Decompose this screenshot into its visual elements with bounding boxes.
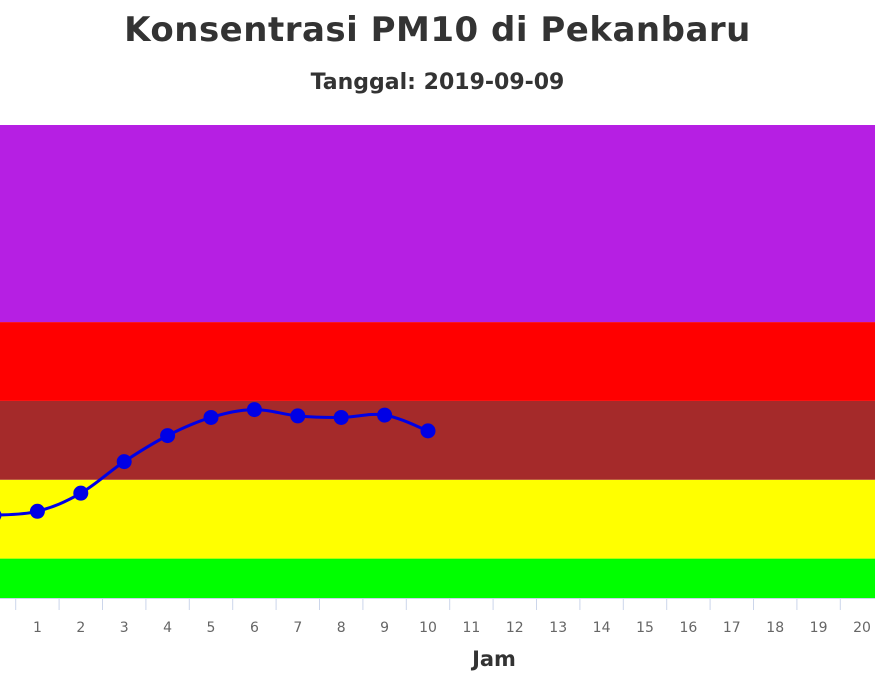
threshold-band-0 [0, 558, 875, 598]
data-point[interactable] [0, 508, 2, 523]
x-tick-label: 2 [76, 620, 85, 636]
series-layer [0, 402, 436, 523]
x-tick-label: 20 [853, 620, 871, 636]
x-tick-label: 11 [462, 620, 480, 636]
x-tick-label: 12 [506, 620, 524, 636]
x-tick-label: 3 [120, 620, 129, 636]
data-point[interactable] [377, 407, 393, 423]
data-point[interactable] [160, 428, 176, 444]
x-tick-label: 17 [723, 620, 741, 636]
data-point[interactable] [420, 423, 436, 439]
x-tick-label: 14 [593, 620, 611, 636]
threshold-band-2 [0, 400, 875, 480]
x-tick-label: 19 [810, 620, 828, 636]
x-tick-label: 10 [419, 620, 437, 636]
data-point[interactable] [116, 454, 132, 470]
chart-title: Konsentrasi PM10 di Pekanbaru [124, 10, 751, 50]
threshold-band-3 [0, 322, 875, 401]
x-tick-label: 16 [679, 620, 697, 636]
x-tick-label: 1 [33, 620, 42, 636]
data-point[interactable] [29, 503, 45, 519]
x-tick-label: 13 [549, 620, 567, 636]
data-point[interactable] [203, 409, 219, 425]
x-tick-label: 4 [163, 620, 172, 636]
x-axis-title: Jam [470, 647, 516, 671]
x-tick-label: 6 [250, 620, 259, 636]
x-tick-label: 8 [337, 620, 346, 636]
data-point[interactable] [333, 409, 349, 425]
data-point[interactable] [246, 402, 262, 418]
data-point[interactable] [73, 485, 89, 501]
x-tick-label: 7 [293, 620, 302, 636]
data-point[interactable] [290, 408, 306, 424]
threshold-bands [0, 125, 875, 598]
x-tick-label: 5 [207, 620, 216, 636]
threshold-band-4 [0, 125, 875, 323]
x-tick-label: 15 [636, 620, 654, 636]
x-tick-label: 18 [766, 620, 784, 636]
x-tick-label: 9 [380, 620, 389, 636]
threshold-band-1 [0, 479, 875, 559]
x-axis: 1 2 3 4 5 6 7 8 9 10 11 12 13 14 15 16 17 18 19 20 [0, 598, 875, 636]
chart-subtitle: Tanggal: 2019-09-09 [310, 70, 565, 95]
